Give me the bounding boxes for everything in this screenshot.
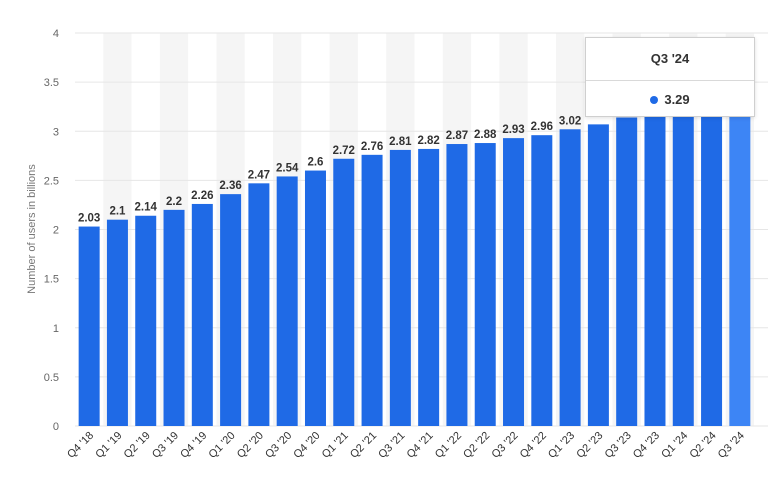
bar[interactable] xyxy=(106,219,128,426)
x-tick-label: Q1 '23 xyxy=(546,430,577,461)
data-label: 2.6 xyxy=(307,157,323,169)
x-tick-label: Q4 '21 xyxy=(405,430,436,461)
bar[interactable] xyxy=(559,129,581,426)
data-label: 2.82 xyxy=(417,135,439,147)
x-tick-label: Q4 '22 xyxy=(518,430,549,461)
x-tick-label: Q1 '20 xyxy=(207,430,238,461)
x-tick-label: Q3 '19 xyxy=(150,430,181,461)
bar[interactable] xyxy=(163,209,185,426)
x-tick-label: Q4 '18 xyxy=(65,430,96,461)
y-tick-label: 3 xyxy=(53,126,59,138)
x-tick-label: Q1 '22 xyxy=(433,430,464,461)
y-tick-label: 1.5 xyxy=(44,274,59,286)
x-tick-label: Q3 '24 xyxy=(716,430,747,461)
data-label: 2.14 xyxy=(135,202,158,214)
x-tick-label: Q2 '20 xyxy=(235,430,266,461)
bar[interactable] xyxy=(333,158,355,426)
tooltip-title: Q3 '24 xyxy=(586,38,754,81)
bar[interactable] xyxy=(361,154,383,426)
bar[interactable] xyxy=(135,215,157,426)
series-dot-icon xyxy=(650,96,659,104)
bar[interactable] xyxy=(248,183,270,426)
data-label: 3.02 xyxy=(559,115,581,127)
data-label: 2.81 xyxy=(389,136,412,148)
y-tick-label: 1 xyxy=(53,323,59,335)
x-tick-label: Q2 '23 xyxy=(574,430,605,461)
y-tick-label: 3.5 xyxy=(44,77,59,89)
bar[interactable] xyxy=(503,138,525,426)
tooltip-value: 3.29 xyxy=(664,92,690,107)
x-tick-label: Q2 '21 xyxy=(348,430,379,461)
bar[interactable] xyxy=(389,149,411,427)
y-tick-label: 4 xyxy=(53,28,59,40)
y-tick-label: 0.5 xyxy=(44,372,59,384)
bar[interactable] xyxy=(446,144,468,426)
data-label: 2.2 xyxy=(166,196,182,208)
bar[interactable] xyxy=(276,176,298,426)
data-label: 2.1 xyxy=(109,206,126,218)
bar[interactable] xyxy=(587,124,609,426)
x-tick-label: Q3 '21 xyxy=(376,430,407,461)
data-label: 2.36 xyxy=(219,180,241,192)
data-label: 2.72 xyxy=(333,145,355,157)
data-label: 2.54 xyxy=(276,162,299,174)
bar[interactable] xyxy=(729,102,751,426)
bar[interactable] xyxy=(531,135,553,426)
x-tick-label: Q4 '19 xyxy=(178,430,209,461)
x-tick-label: Q1 '24 xyxy=(659,430,690,461)
bar[interactable] xyxy=(701,104,723,426)
x-tick-label: Q4 '23 xyxy=(631,430,662,461)
data-label: 2.03 xyxy=(78,213,100,225)
bar[interactable] xyxy=(191,203,213,426)
y-tick-label: 2.5 xyxy=(44,175,59,187)
bar[interactable] xyxy=(418,148,440,426)
data-label: 2.76 xyxy=(361,141,383,153)
x-tick-label: Q3 '23 xyxy=(603,430,634,461)
bar[interactable] xyxy=(672,107,694,427)
y-axis-ticks: 0 0.5 1 1.5 2 2.5 3 3.5 4 xyxy=(44,28,59,433)
data-label: 2.47 xyxy=(248,169,270,181)
data-label: 2.93 xyxy=(502,124,524,136)
x-tick-label: Q3 '20 xyxy=(263,430,294,461)
data-label: 2.26 xyxy=(191,190,213,202)
bars xyxy=(78,102,751,427)
y-tick-label: 2 xyxy=(53,225,59,237)
bar[interactable] xyxy=(644,112,666,427)
bar[interactable] xyxy=(474,143,496,427)
tooltip-value-row: 3.29 xyxy=(586,81,754,118)
x-tick-label: Q3 '22 xyxy=(489,430,520,461)
data-label: 2.96 xyxy=(531,121,553,133)
x-tick-label: Q2 '24 xyxy=(688,430,719,461)
bar[interactable] xyxy=(616,117,638,427)
tooltip: Q3 '24 3.29 xyxy=(585,37,755,117)
x-tick-label: Q4 '20 xyxy=(291,430,322,461)
x-tick-label: Q2 '22 xyxy=(461,430,492,461)
y-tick-label: 0 xyxy=(53,421,59,433)
x-tick-label: Q2 '19 xyxy=(122,430,153,461)
data-label: 2.88 xyxy=(474,129,497,141)
x-tick-label: Q1 '21 xyxy=(320,430,351,461)
data-labels: 2.03 2.1 2.14 2.2 2.26 2.36 2.47 2.54 2.6 2.72 2.7… xyxy=(78,115,581,224)
bar[interactable] xyxy=(220,194,242,426)
data-label: 2.87 xyxy=(446,130,468,142)
bar[interactable] xyxy=(78,226,100,426)
bar[interactable] xyxy=(304,170,326,426)
x-tick-label: Q1 '19 xyxy=(93,430,124,461)
y-axis-label: Number of users in billions xyxy=(26,164,38,294)
